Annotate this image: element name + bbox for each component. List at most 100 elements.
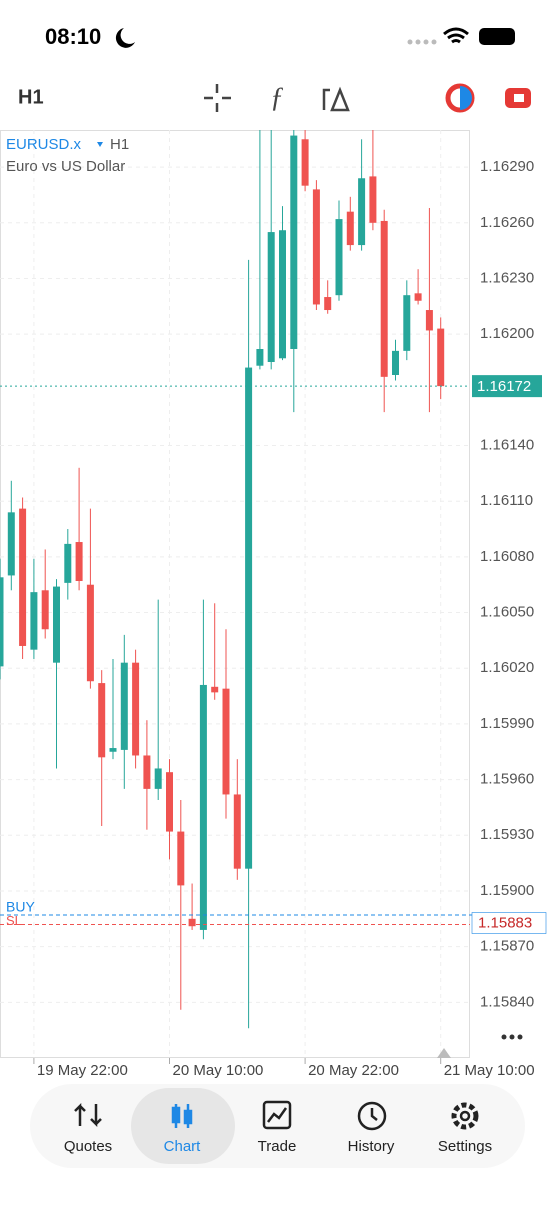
candle-body [346,211,354,246]
nav-item[interactable]: History [348,1138,395,1155]
y-tick-label: 1.16200 [480,325,534,342]
y-tick-label: 1.15990 [480,715,534,732]
candle-body [75,542,83,582]
candle-body [369,176,377,223]
y-tick-label: 1.16290 [480,158,534,175]
candle-body [166,772,173,832]
current-price-label: 1.16172 [477,378,531,395]
crosshair-button[interactable] [204,84,231,112]
candle-body [64,543,72,583]
trade-icon [262,1100,292,1130]
one-click-inner [514,94,524,102]
candle-body [233,794,241,869]
candle-body [437,328,445,387]
candle-body [41,590,49,630]
candle-body [279,230,286,359]
settings-icon-center [459,1110,471,1122]
candle-body [132,662,140,756]
candle-body [358,178,366,246]
moon-icon [115,28,135,48]
candle-body [403,295,411,351]
y-tick-label: 1.16050 [480,604,534,621]
x-tick-label: 20 May 22:00 [308,1062,399,1079]
candle-body [143,755,151,789]
sl-label: SL [6,913,22,928]
sl-price-label: 1.15883 [478,914,532,931]
nav-item[interactable]: Settings [438,1138,492,1155]
chart-timeframe: H1 [110,136,129,153]
nav-icons [74,1100,479,1131]
timeframe-button[interactable]: H1 [18,86,44,108]
candle-body [53,586,60,663]
candle-body [0,577,4,667]
trade-icon-line [267,1107,288,1123]
buy-label: BUY [6,899,35,915]
candle-body [245,367,253,869]
nav-bar [30,1084,525,1168]
candle-body [324,297,332,311]
candle-body [98,683,106,758]
history-icon-hands [370,1108,378,1121]
y-tick-label: 1.15960 [480,771,534,788]
y-tick-label: 1.16020 [480,659,534,676]
indicators-button[interactable]: ƒ [270,82,284,113]
candle-body [30,592,38,650]
candle-body [188,918,196,927]
y-tick-label: 1.16230 [480,269,534,286]
candle-body [256,349,264,366]
nav-items: Quotes Chart Trade History Settings [64,1138,492,1155]
candle-body [312,189,320,305]
nav-item[interactable]: Chart [164,1138,202,1155]
symbol-dropdown[interactable] [97,142,103,147]
y-tick-label: 1.15900 [480,882,534,899]
candle-body [301,139,309,186]
candle-body [380,220,388,377]
candle-body [392,350,399,375]
candle-body [290,135,298,350]
objects-button[interactable] [322,86,350,112]
history-icon [357,1101,387,1131]
y-tick-label: 1.16140 [480,436,534,453]
nav-active-bg [131,1088,235,1164]
y-tick-label: 1.16080 [480,548,534,565]
plot [0,130,470,1064]
candle-body [154,768,162,789]
more-button[interactable] [501,1034,523,1040]
nav-item[interactable]: Quotes [64,1138,112,1155]
candle-body [19,508,27,646]
y-tick-label: 1.15870 [480,938,534,955]
battery-icon [479,28,515,45]
wifi-icon [443,27,469,44]
candle-body [267,232,275,362]
chart-frame [0,130,470,1058]
chart-icon-body [171,1106,181,1124]
candle-body [211,686,219,693]
signal-icon [407,39,437,45]
candle-body [7,512,15,576]
symbol[interactable]: EURUSD.x [6,136,82,153]
y-tick-label: 1.15840 [480,993,534,1010]
x-tick-label: 21 May 10:00 [444,1062,535,1079]
candle-body [414,293,422,301]
candle-body [177,831,185,886]
x-tick-label: 19 May 22:00 [37,1062,128,1079]
trade-button-half [460,86,472,110]
symbol-description: Euro vs US Dollar [6,158,125,175]
nav-item[interactable]: Trade [258,1138,297,1155]
current-price-box [472,375,542,398]
y-tick-label: 1.16260 [480,214,534,231]
sl-price-box [471,912,547,934]
candle-body [199,684,207,930]
candle-body [86,584,94,682]
candle-body [425,310,433,331]
candle-body [335,219,343,296]
quotes-icon [74,1102,102,1128]
settings-icon [451,1102,479,1130]
candle-body [109,748,117,752]
y-tick-label: 1.16110 [480,492,533,509]
candle-body [222,688,230,795]
x-tick-label: 20 May 10:00 [173,1062,264,1079]
status-time: 08:10 [45,24,101,49]
